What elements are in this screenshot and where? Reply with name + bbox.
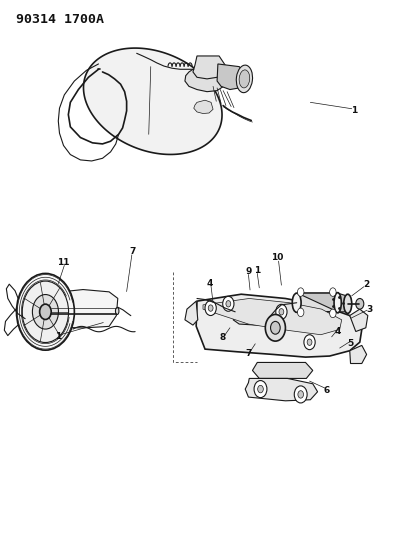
Polygon shape xyxy=(83,48,221,155)
Polygon shape xyxy=(217,64,245,90)
Polygon shape xyxy=(349,345,366,364)
Text: 2: 2 xyxy=(363,280,369,289)
Text: 6: 6 xyxy=(322,386,329,394)
Polygon shape xyxy=(297,293,348,312)
Ellipse shape xyxy=(115,308,119,314)
Polygon shape xyxy=(293,293,340,312)
Polygon shape xyxy=(196,294,361,357)
Text: 1: 1 xyxy=(253,266,260,275)
Polygon shape xyxy=(184,301,197,325)
Text: 1: 1 xyxy=(350,107,357,115)
Text: 5: 5 xyxy=(346,340,353,348)
Circle shape xyxy=(329,309,335,318)
Text: 1: 1 xyxy=(55,333,61,341)
Text: 11: 11 xyxy=(57,258,70,266)
Circle shape xyxy=(16,273,74,350)
Circle shape xyxy=(294,386,306,403)
Circle shape xyxy=(32,295,58,329)
Polygon shape xyxy=(192,56,225,79)
Circle shape xyxy=(225,301,230,307)
Ellipse shape xyxy=(236,65,252,93)
Ellipse shape xyxy=(343,294,351,313)
Circle shape xyxy=(306,339,311,345)
Circle shape xyxy=(208,305,213,311)
Polygon shape xyxy=(252,362,312,378)
Text: 7: 7 xyxy=(129,247,136,256)
Circle shape xyxy=(265,314,285,341)
Circle shape xyxy=(303,335,314,350)
Ellipse shape xyxy=(292,293,300,312)
Text: 4: 4 xyxy=(334,327,340,336)
Text: 10: 10 xyxy=(271,254,283,262)
Circle shape xyxy=(297,288,303,296)
Ellipse shape xyxy=(239,70,249,88)
Circle shape xyxy=(297,391,303,398)
Polygon shape xyxy=(184,67,227,92)
Polygon shape xyxy=(48,289,117,328)
Circle shape xyxy=(275,304,286,319)
Circle shape xyxy=(278,309,283,315)
Circle shape xyxy=(253,381,266,398)
Polygon shape xyxy=(193,100,213,114)
Polygon shape xyxy=(245,378,317,401)
Text: 7: 7 xyxy=(245,350,251,358)
Polygon shape xyxy=(203,298,341,335)
Polygon shape xyxy=(349,309,367,332)
Circle shape xyxy=(355,298,363,309)
Circle shape xyxy=(222,296,233,311)
Text: 8: 8 xyxy=(219,334,225,342)
Text: 3: 3 xyxy=(366,305,372,313)
Ellipse shape xyxy=(333,293,340,313)
Circle shape xyxy=(329,288,335,296)
Text: 90314 1700A: 90314 1700A xyxy=(16,13,104,26)
Circle shape xyxy=(22,281,69,343)
Circle shape xyxy=(205,301,216,316)
Text: 9: 9 xyxy=(245,268,251,276)
Text: 4: 4 xyxy=(206,279,213,288)
Circle shape xyxy=(40,304,51,319)
Polygon shape xyxy=(233,312,281,325)
Circle shape xyxy=(297,308,303,317)
Circle shape xyxy=(270,321,279,334)
Circle shape xyxy=(257,385,263,393)
